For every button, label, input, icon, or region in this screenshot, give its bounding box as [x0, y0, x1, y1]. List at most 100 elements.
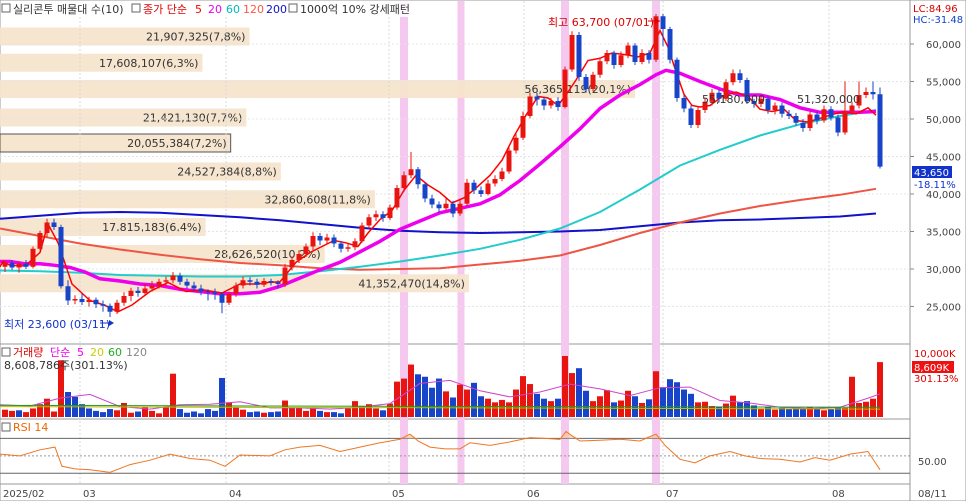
candle-body	[240, 280, 246, 286]
candle-body	[282, 267, 288, 284]
price-axis-labels: 60,000 55,000 50,000 45,000 40,000 35,000 30,0…	[910, 40, 961, 314]
volume-bar	[163, 406, 169, 417]
volume-bar	[835, 407, 841, 417]
volume-profile-bar	[0, 162, 281, 181]
candle-body	[135, 290, 141, 293]
volume-bar	[611, 402, 617, 417]
candle-body	[576, 35, 582, 77]
legend-checkbox[interactable]	[131, 3, 141, 13]
candle-body	[331, 237, 337, 244]
candle-body	[100, 304, 106, 306]
volume-profile-label: 21,907,325(7,8%)	[146, 31, 246, 44]
volume-bar	[443, 391, 449, 417]
candle-body	[737, 73, 743, 80]
legend-checkbox[interactable]	[1, 347, 11, 357]
candle-body	[758, 98, 764, 104]
lc-value: LC:84.96	[913, 4, 958, 15]
candle-body	[121, 296, 127, 303]
candle-body	[366, 217, 372, 226]
volume-bar	[408, 364, 414, 417]
volume-ma-line	[0, 406, 881, 410]
volume-bar	[198, 413, 204, 417]
volume-bar	[303, 410, 309, 417]
candle-body	[772, 105, 778, 110]
legend-checkbox[interactable]	[1, 3, 11, 13]
volume-bar	[709, 406, 715, 417]
date-tick-label: 06	[527, 489, 540, 500]
candle-body	[23, 263, 29, 267]
volume-bar	[317, 410, 323, 417]
low-arrow-head	[109, 320, 114, 326]
ma-period-120: 120	[243, 3, 264, 16]
legend-checkbox[interactable]	[288, 3, 298, 13]
candle-body	[611, 53, 617, 65]
volume-bar	[296, 407, 302, 417]
candle-body	[352, 241, 358, 248]
volume-bar	[856, 402, 862, 417]
volume-bar	[205, 409, 211, 417]
volume-bar	[275, 411, 281, 417]
volume-bar	[604, 390, 610, 417]
date-tick-label: 07	[666, 489, 679, 500]
volume-profile-label: 21,421,130(7,7%)	[143, 112, 243, 125]
candle-body	[478, 190, 484, 194]
volume-bar	[723, 403, 729, 417]
date-tick-label: 08	[832, 489, 845, 500]
volume-bar	[821, 410, 827, 417]
volume-bar	[870, 398, 876, 417]
candle-body	[58, 227, 64, 287]
high-arrow-head	[655, 18, 660, 24]
candle-body	[401, 175, 407, 188]
candle-body	[296, 254, 302, 260]
volume-bar	[716, 406, 722, 417]
candle-body	[597, 61, 603, 75]
volume-profile-bar	[0, 53, 203, 72]
candle-body	[16, 263, 22, 268]
volume-bar	[429, 387, 435, 417]
legend-checkbox[interactable]	[1, 422, 11, 432]
candle-body	[198, 288, 204, 292]
volume-bar	[93, 410, 99, 417]
volume-profile-bar	[0, 190, 375, 209]
volume-bar	[562, 356, 568, 417]
volume-bar	[464, 389, 470, 417]
candle-body	[877, 94, 883, 167]
candle-body	[261, 281, 267, 285]
candle-body	[436, 204, 442, 209]
candle-body	[674, 59, 680, 98]
candle-body	[184, 281, 190, 286]
candle-body	[268, 281, 274, 283]
candle-body	[688, 108, 694, 125]
volume-bar	[688, 393, 694, 417]
volume-bar	[9, 410, 15, 417]
candle-body	[2, 262, 8, 267]
volume-profile-label: 32,860,608(11,8%)	[264, 193, 371, 206]
volume-bar	[58, 360, 64, 417]
candle-body	[429, 198, 435, 205]
volume-bar	[121, 402, 127, 417]
volume-bars	[0, 356, 883, 417]
price-tick-label: 55,000	[926, 78, 961, 89]
candle-body	[639, 53, 645, 62]
candle-body	[9, 263, 15, 268]
candles	[2, 14, 883, 317]
candle-body	[212, 292, 218, 294]
candle-body	[289, 260, 295, 268]
candle-body	[821, 109, 827, 121]
volume-bar	[415, 374, 421, 417]
volume-bar	[177, 409, 183, 417]
price-tick-label: 40,000	[926, 190, 961, 201]
volume-bar	[569, 373, 575, 417]
volume-bar	[30, 408, 36, 417]
volume-bar	[156, 413, 162, 417]
ma-line-60	[0, 109, 877, 278]
rsi-label: RSI 14	[13, 421, 48, 434]
volume-label: 거래량	[13, 346, 43, 359]
pattern-label: 1000억 10% 강세패턴	[300, 3, 410, 16]
volume-profile-label: 41,352,470(14,8%)	[358, 277, 465, 290]
candle-body	[849, 105, 855, 112]
volume-bar	[653, 371, 659, 417]
candle-body	[499, 171, 505, 179]
volume-bar	[786, 409, 792, 417]
candle-body	[380, 214, 386, 218]
